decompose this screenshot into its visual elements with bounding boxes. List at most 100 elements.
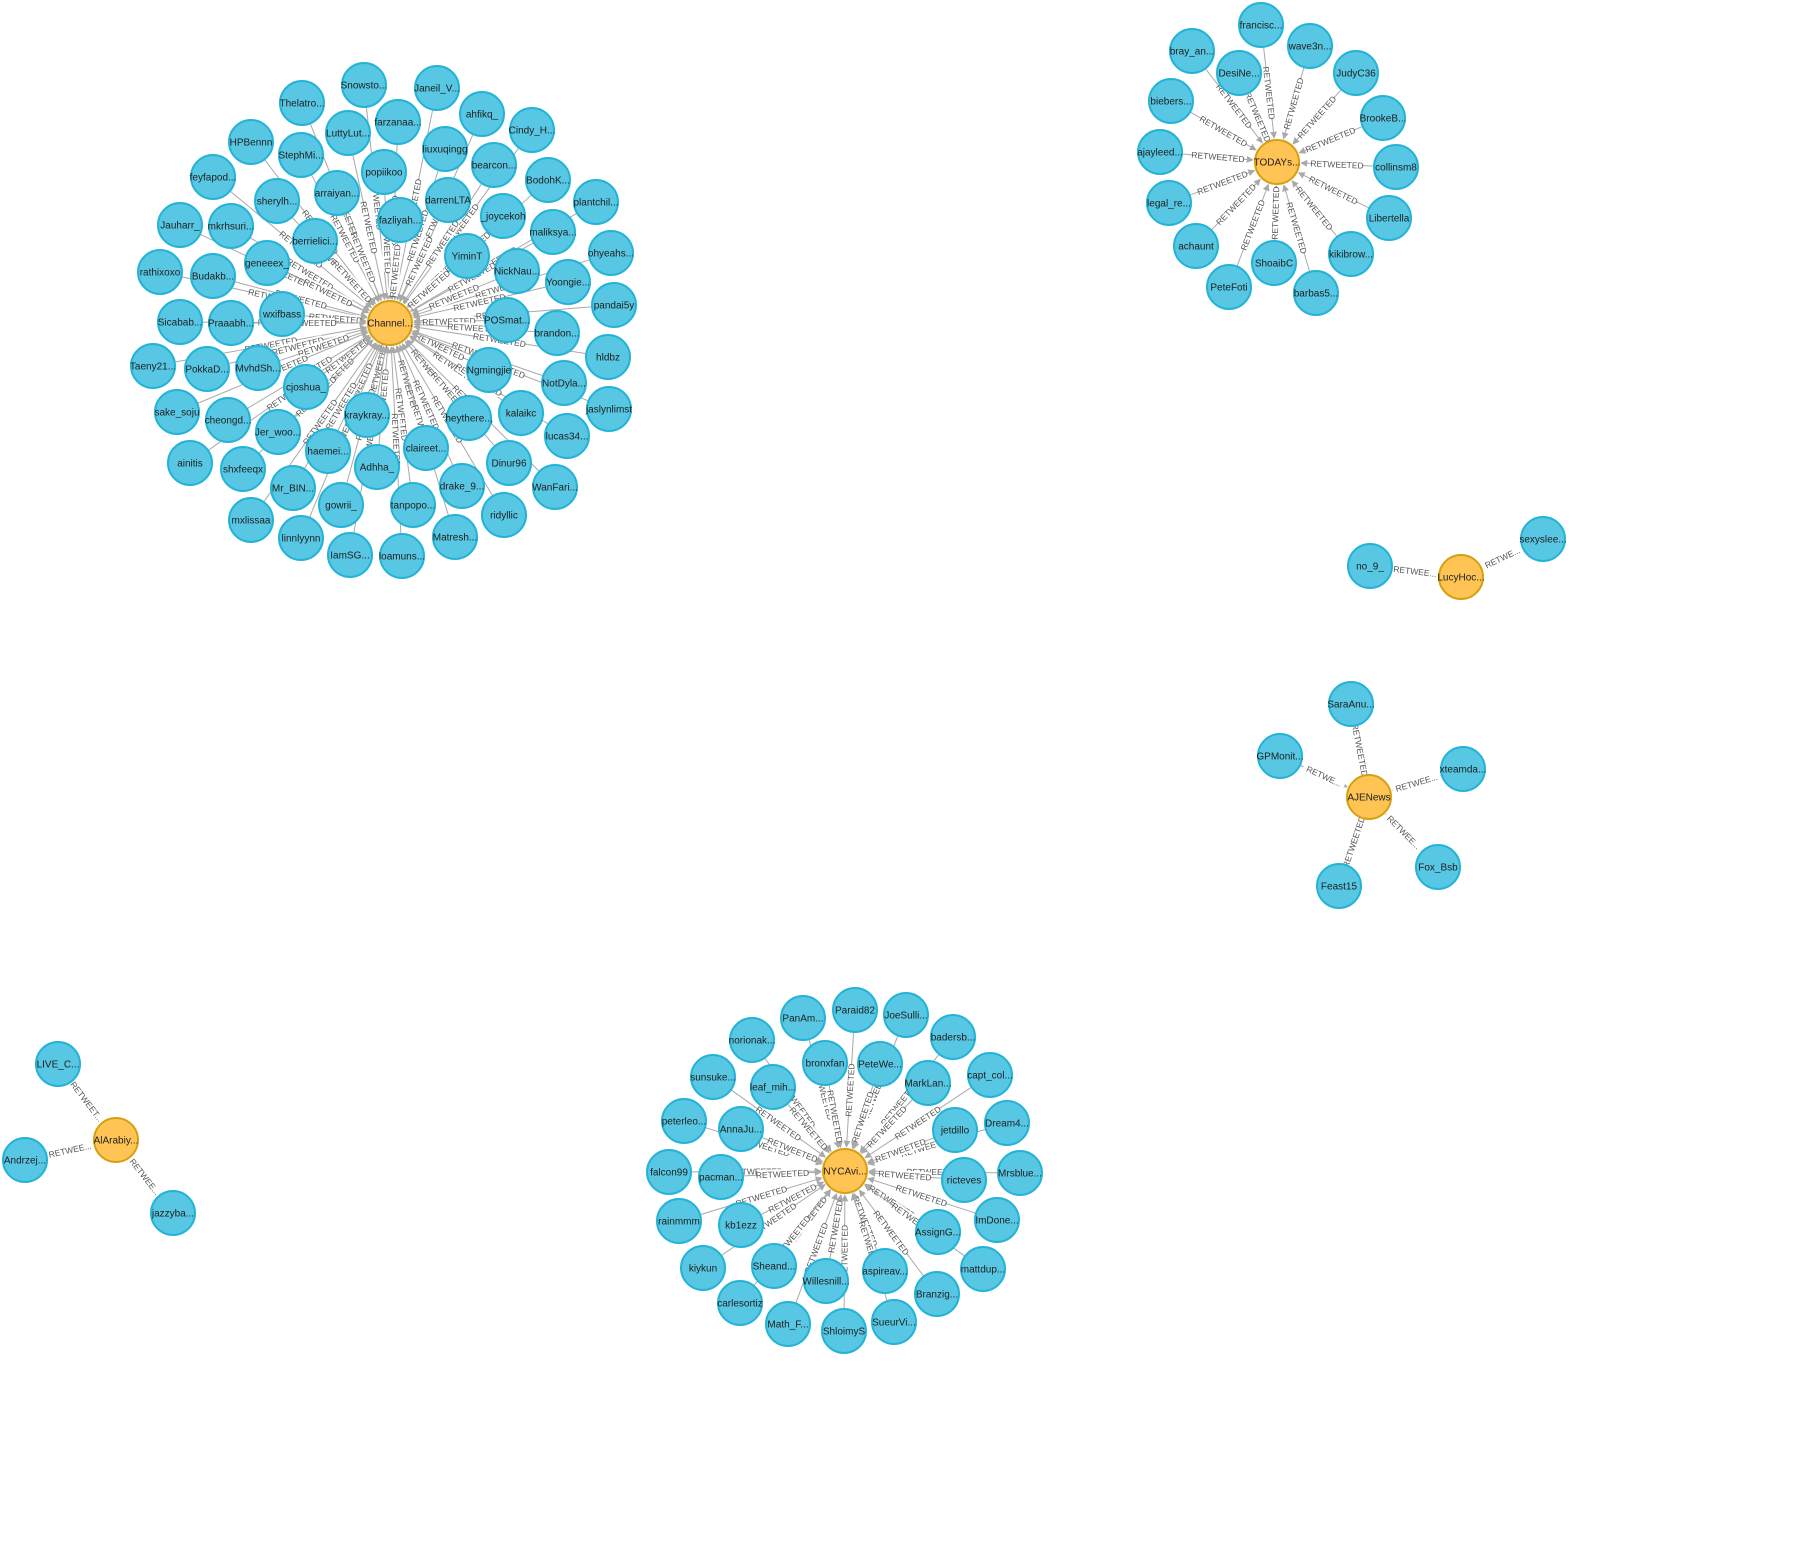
user-node-adhha[interactable]: Adhha_ bbox=[354, 444, 400, 490]
user-node-stephmi[interactable]: StephMi... bbox=[278, 132, 324, 178]
user-node-pacman[interactable]: pacman... bbox=[698, 1154, 744, 1200]
user-node-shoaibc[interactable]: ShoaibC bbox=[1251, 240, 1297, 286]
hub-node-circle[interactable] bbox=[93, 1117, 139, 1163]
user-node-gpmonit[interactable]: GPMonit... bbox=[1256, 733, 1304, 779]
user-node-circle[interactable] bbox=[466, 347, 512, 393]
user-node-circle[interactable] bbox=[432, 514, 478, 560]
hub-node-circle[interactable] bbox=[1254, 139, 1300, 185]
user-node-circle[interactable] bbox=[690, 1054, 736, 1100]
user-node-peterleo[interactable]: peterleo... bbox=[661, 1098, 707, 1144]
user-node-carlesortiz[interactable]: carlesortiz bbox=[717, 1280, 763, 1326]
user-node-circle[interactable] bbox=[314, 170, 360, 216]
user-node-kiykun[interactable]: kiykun bbox=[680, 1245, 726, 1291]
user-node-circle[interactable] bbox=[821, 1308, 867, 1354]
user-node-claireet[interactable]: claireet... bbox=[403, 425, 449, 471]
user-node-aspireav[interactable]: aspireav... bbox=[862, 1248, 908, 1294]
user-node-circle[interactable] bbox=[283, 364, 329, 410]
user-node-circle[interactable] bbox=[857, 1041, 903, 1087]
user-node-circle[interactable] bbox=[915, 1209, 961, 1255]
user-node-andrzej[interactable]: Andrzej... bbox=[2, 1137, 48, 1183]
user-node-circle[interactable] bbox=[1173, 223, 1219, 269]
user-node-circle[interactable] bbox=[150, 1190, 196, 1236]
hub-node-channel[interactable]: Channel... bbox=[367, 300, 413, 346]
user-node-circle[interactable] bbox=[318, 482, 364, 528]
user-node-nicknau[interactable]: NickNau... bbox=[494, 248, 540, 294]
user-node-circle[interactable] bbox=[534, 310, 580, 356]
user-node-circle[interactable] bbox=[157, 299, 203, 345]
user-node-circle[interactable] bbox=[1520, 516, 1566, 562]
user-node-sheand[interactable]: Sheand... bbox=[751, 1243, 797, 1289]
user-node-circle[interactable] bbox=[379, 533, 425, 579]
user-node-circle[interactable] bbox=[480, 193, 526, 239]
user-node-kikibrow[interactable]: kikibrow... bbox=[1328, 231, 1374, 277]
user-node-circle[interactable] bbox=[484, 297, 530, 343]
user-node-circle[interactable] bbox=[344, 392, 390, 438]
user-node-hpbennn[interactable]: HPBennn bbox=[228, 119, 274, 165]
user-node-willesnill[interactable]: Willesnill... bbox=[802, 1258, 850, 1304]
user-node-francisc[interactable]: francisc... bbox=[1238, 2, 1284, 48]
user-node-circle[interactable] bbox=[930, 1014, 976, 1060]
user-node-cheongd[interactable]: cheongd... bbox=[205, 397, 252, 443]
user-node-circle[interactable] bbox=[327, 532, 373, 578]
user-node-circle[interactable] bbox=[585, 334, 631, 380]
user-node-wanfari[interactable]: WanFari... bbox=[532, 464, 578, 510]
user-node-petefoti[interactable]: PeteFoti bbox=[1206, 264, 1252, 310]
user-node-circle[interactable] bbox=[960, 1246, 1006, 1292]
user-node-circle[interactable] bbox=[750, 1064, 796, 1110]
hub-node-nycavi[interactable]: NYCAvi... bbox=[822, 1148, 868, 1194]
user-node-badersb[interactable]: badersb... bbox=[930, 1014, 976, 1060]
user-node-haemei[interactable]: haemei... bbox=[305, 428, 351, 474]
user-node-mkrhsuri[interactable]: mkrhsuri... bbox=[208, 203, 255, 249]
user-node-circle[interactable] bbox=[1146, 180, 1192, 226]
user-node-circle[interactable] bbox=[832, 987, 878, 1033]
user-node-ridyllic[interactable]: ridyllic bbox=[481, 492, 527, 538]
user-node-circle[interactable] bbox=[803, 1258, 849, 1304]
user-node-circle[interactable] bbox=[254, 178, 300, 224]
user-node-circle[interactable] bbox=[984, 1100, 1030, 1146]
user-node-circle[interactable] bbox=[974, 1197, 1020, 1243]
user-node-norionak[interactable]: norionak... bbox=[729, 1017, 776, 1063]
user-node-desine[interactable]: DesiNe... bbox=[1216, 50, 1262, 96]
user-node-circle[interactable] bbox=[341, 62, 387, 108]
user-node-circle[interactable] bbox=[717, 1280, 763, 1326]
user-node-ngmingjie[interactable]: Ngmingjie bbox=[466, 347, 512, 393]
user-node-cjoshua[interactable]: cjoshua_ bbox=[283, 364, 329, 410]
user-node-circle[interactable] bbox=[532, 464, 578, 510]
user-node-circle[interactable] bbox=[167, 440, 213, 486]
user-node-jazzyba[interactable]: jazzyba... bbox=[150, 1190, 196, 1236]
user-node-circle[interactable] bbox=[444, 233, 490, 279]
user-node-mattdup[interactable]: mattdup... bbox=[960, 1246, 1006, 1292]
user-node-circle[interactable] bbox=[751, 1243, 797, 1289]
user-node-jauharr[interactable]: Jauharr_ bbox=[157, 202, 203, 248]
user-node-kb1ezz[interactable]: kb1ezz bbox=[718, 1202, 764, 1248]
user-node-circle[interactable] bbox=[1373, 144, 1419, 190]
hub-node-todays[interactable]: TODAYs... bbox=[1254, 139, 1301, 185]
user-node-libertella[interactable]: Libertella bbox=[1366, 195, 1412, 241]
user-node-cindy-h[interactable]: Cindy_H... bbox=[509, 107, 556, 153]
user-node-circle[interactable] bbox=[1333, 50, 1379, 96]
user-node-circle[interactable] bbox=[375, 99, 421, 145]
user-node-geneeex[interactable]: geneeex_ bbox=[244, 240, 290, 286]
user-node-circle[interactable] bbox=[509, 107, 555, 153]
user-node-circle[interactable] bbox=[997, 1150, 1043, 1196]
user-node-circle[interactable] bbox=[361, 149, 407, 195]
user-node-falcon99[interactable]: falcon99 bbox=[646, 1149, 692, 1195]
user-node-circle[interactable] bbox=[1169, 28, 1215, 74]
user-node-posmat[interactable]: POSmat... bbox=[484, 297, 530, 343]
user-node-circle[interactable] bbox=[208, 203, 254, 249]
user-node-circle[interactable] bbox=[530, 209, 576, 255]
user-node-assigng[interactable]: AssignG... bbox=[915, 1209, 961, 1255]
user-node-circle[interactable] bbox=[279, 80, 325, 126]
user-node-circle[interactable] bbox=[292, 218, 338, 264]
user-node-circle[interactable] bbox=[235, 345, 281, 391]
user-node-circle[interactable] bbox=[130, 343, 176, 389]
user-node-circle[interactable] bbox=[729, 1017, 775, 1063]
user-node-janeil-v[interactable]: Janeil_V... bbox=[414, 65, 460, 111]
user-node-jer-woo[interactable]: Jer_woo... bbox=[255, 409, 301, 455]
user-node-maliksya[interactable]: maliksya... bbox=[529, 209, 577, 255]
user-node-matresh[interactable]: Matresh... bbox=[432, 514, 478, 560]
user-node-circle[interactable] bbox=[244, 240, 290, 286]
user-node-kalaikc[interactable]: kalaikc bbox=[498, 390, 544, 436]
user-node-circle[interactable] bbox=[422, 126, 468, 172]
user-node-circle[interactable] bbox=[883, 992, 929, 1038]
